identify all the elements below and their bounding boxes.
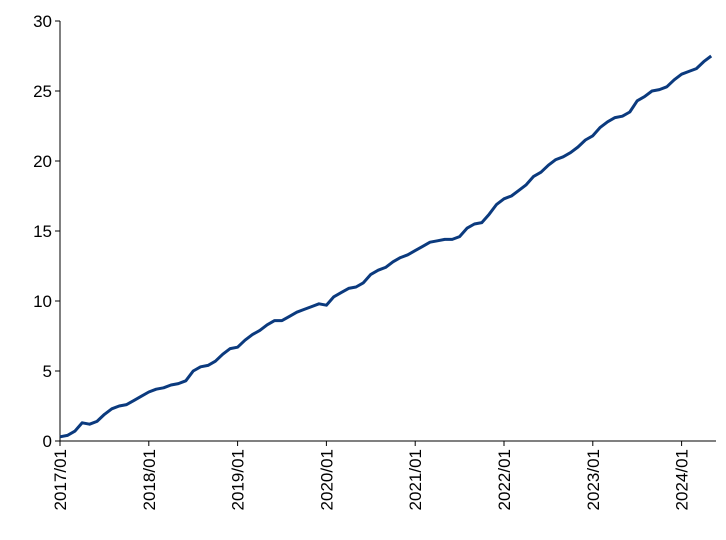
y-tick-label: 10 [33, 292, 52, 311]
x-tick-label: 2024/01 [673, 449, 692, 510]
y-tick-label: 15 [33, 222, 52, 241]
data-line [59, 54, 713, 439]
x-tick-label: 2021/01 [406, 449, 425, 510]
x-tick-label: 2020/01 [317, 449, 336, 510]
x-tick-label: 2018/01 [140, 449, 159, 510]
x-tick-label: 2023/01 [584, 449, 603, 510]
x-tick-label: 2019/01 [229, 449, 248, 510]
y-tick-label: 25 [33, 82, 52, 101]
y-tick-label: 30 [33, 12, 52, 31]
y-tick-label: 5 [43, 362, 52, 381]
x-tick-label: 2022/01 [495, 449, 514, 510]
x-tick-label: 2017/01 [51, 449, 70, 510]
y-tick-label: 20 [33, 152, 52, 171]
y-tick-label: 0 [43, 432, 52, 451]
